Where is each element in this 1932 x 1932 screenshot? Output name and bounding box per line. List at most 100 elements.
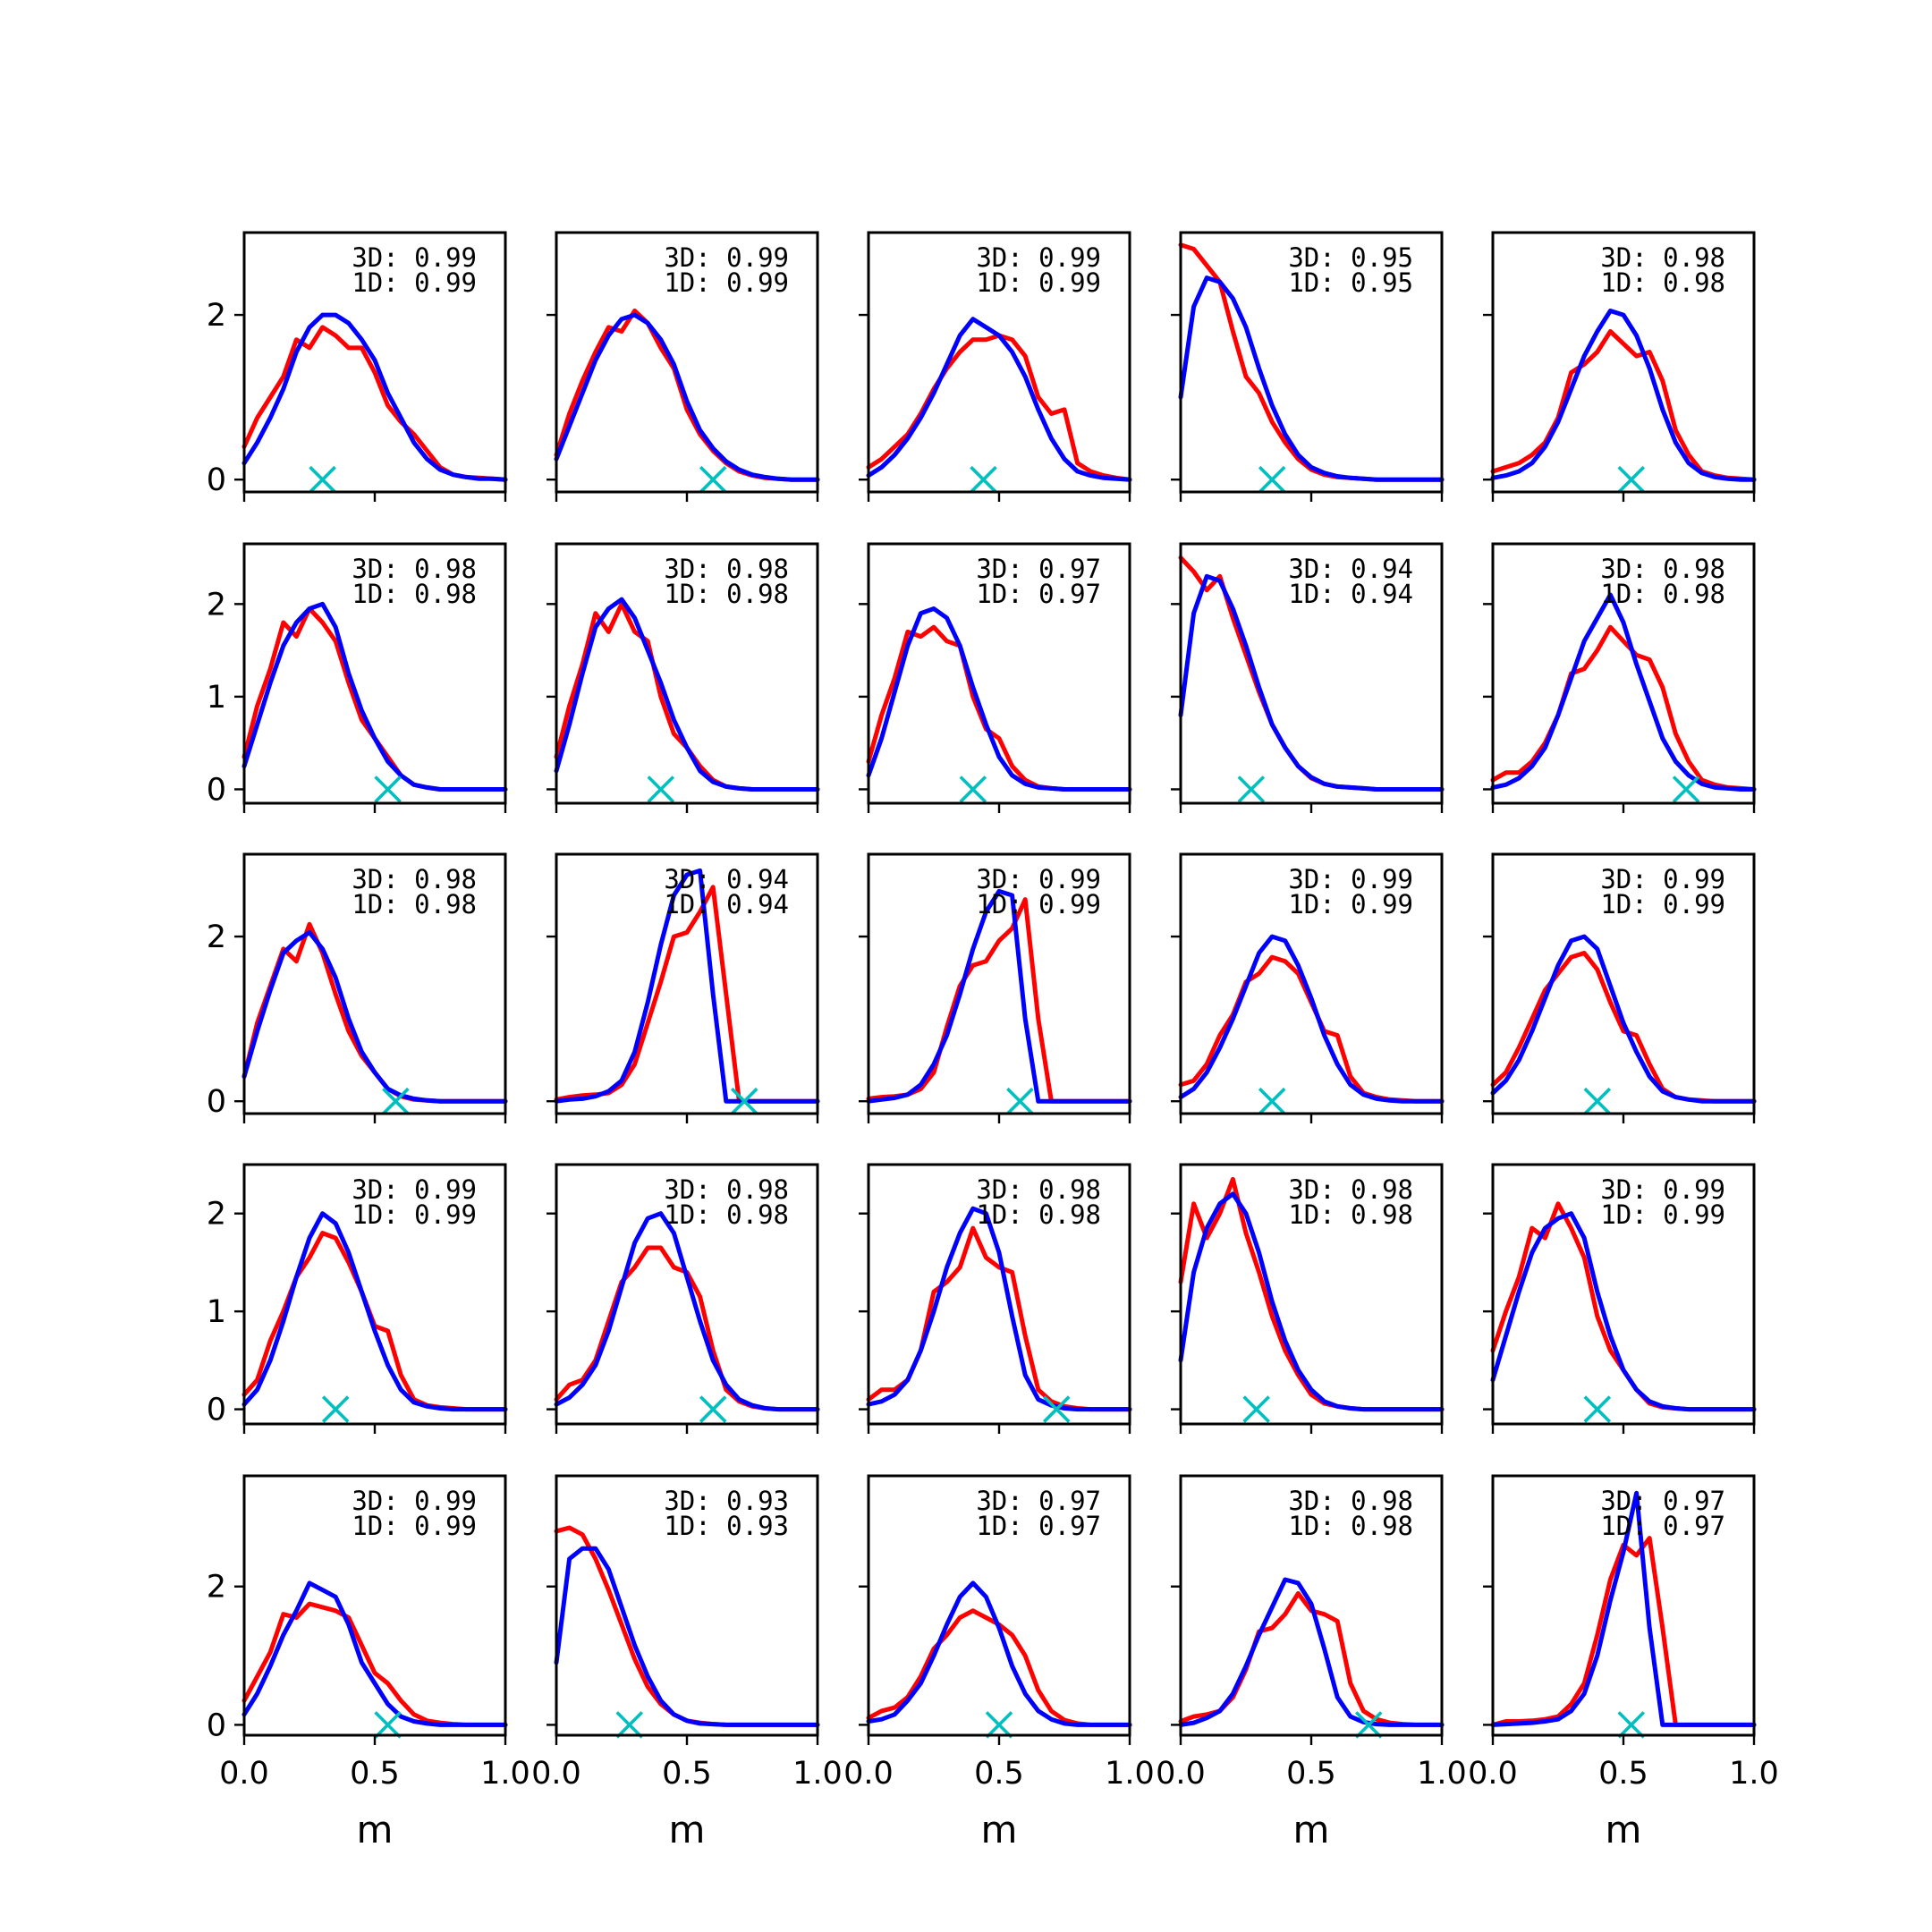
marker-cross-stroke xyxy=(615,1711,644,1739)
series-1d-line xyxy=(866,317,1132,482)
series-1d-line xyxy=(1490,934,1757,1104)
series-1d-line xyxy=(242,1211,508,1412)
x-tick-label: 0.5 xyxy=(1598,1756,1648,1792)
annotation-1d: 1D: 0.94 xyxy=(1288,579,1413,609)
annotation-1d: 1D: 0.99 xyxy=(352,267,477,298)
marker-cross-stroke xyxy=(1258,465,1286,494)
annotation-3d: 3D: 0.98 xyxy=(1600,242,1725,273)
annotation-3d: 3D: 0.98 xyxy=(1600,554,1725,584)
series-3d-line xyxy=(1490,624,1757,792)
annotation-1d: 1D: 0.93 xyxy=(664,1511,789,1541)
marker-cross-stroke xyxy=(309,465,336,494)
annotation-1d: 1D: 0.98 xyxy=(976,1199,1101,1230)
annotation-1d: 1D: 0.99 xyxy=(976,889,1101,919)
marker-cross-stroke xyxy=(985,1711,1013,1739)
x-tick-label: 0.5 xyxy=(1286,1756,1336,1792)
x-tick-label: 0.0 xyxy=(531,1756,581,1792)
y-tick-label: 0 xyxy=(207,462,226,498)
annotation-1d: 1D: 0.99 xyxy=(1600,1199,1725,1230)
annotation-3d: 3D: 0.98 xyxy=(976,1174,1101,1205)
y-tick-label: 2 xyxy=(207,1197,226,1233)
annotation-3d: 3D: 0.99 xyxy=(976,242,1101,273)
series-1d-line xyxy=(1490,1211,1757,1412)
series-1d-line xyxy=(1178,1191,1445,1412)
marker-cross-stroke xyxy=(1617,465,1646,494)
marker-cross-stroke xyxy=(647,775,675,803)
annotation-1d: 1D: 0.98 xyxy=(1288,1511,1413,1541)
annotation-1d: 1D: 0.98 xyxy=(1600,579,1725,609)
annotation-3d: 3D: 0.97 xyxy=(1600,1486,1725,1516)
series-1d-line xyxy=(242,1580,508,1727)
series-1d-line xyxy=(554,1211,820,1412)
series-1d-line xyxy=(242,601,508,792)
annotation-3d: 3D: 0.94 xyxy=(1288,554,1413,584)
y-tick-label: 2 xyxy=(207,919,226,955)
annotation-3d: 3D: 0.98 xyxy=(1288,1486,1413,1516)
series-3d-line xyxy=(1490,1536,1757,1727)
x-axis-label: m xyxy=(669,1808,706,1852)
marker-cross-stroke xyxy=(1242,1395,1270,1423)
annotation-3d: 3D: 0.95 xyxy=(1288,242,1413,273)
series-3d-line xyxy=(1490,329,1757,482)
x-tick-label: 0.5 xyxy=(350,1756,400,1792)
marker-cross-stroke xyxy=(1583,1087,1612,1115)
x-tick-label: 0.0 xyxy=(1156,1756,1206,1792)
y-tick-label: 0 xyxy=(207,772,226,808)
annotation-3d: 3D: 0.99 xyxy=(976,864,1101,894)
marker-cross-stroke xyxy=(1354,1711,1383,1739)
annotation-3d: 3D: 0.97 xyxy=(976,1486,1101,1516)
x-tick-label: 0.5 xyxy=(662,1756,712,1792)
marker-cross-stroke xyxy=(382,1087,410,1115)
series-1d-line xyxy=(866,606,1132,792)
marker-cross-stroke xyxy=(1617,1711,1646,1739)
series-3d-line xyxy=(866,333,1132,482)
series-3d-line xyxy=(554,1525,820,1727)
annotation-1d: 1D: 0.99 xyxy=(352,1199,477,1230)
x-tick-label: 1.0 xyxy=(1729,1756,1779,1792)
series-1d-line xyxy=(1490,309,1757,482)
marker-cross-stroke xyxy=(1237,775,1266,803)
x-axis-label: m xyxy=(1293,1808,1330,1852)
annotation-3d: 3D: 0.94 xyxy=(664,864,789,894)
annotation-1d: 1D: 0.97 xyxy=(976,1511,1101,1541)
annotation-3d: 3D: 0.99 xyxy=(352,242,477,273)
y-tick-label: 1 xyxy=(207,1294,226,1330)
x-tick-label: 0.0 xyxy=(1468,1756,1518,1792)
series-1d-line xyxy=(1178,573,1445,792)
series-1d-line xyxy=(242,930,508,1104)
series-3d-line xyxy=(1490,1201,1757,1412)
series-1d-line xyxy=(1490,1490,1757,1727)
annotation-1d: 1D: 0.98 xyxy=(1600,267,1725,298)
series-1d-line xyxy=(1178,1577,1445,1727)
annotation-1d: 1D: 0.98 xyxy=(1288,1199,1413,1230)
annotation-3d: 3D: 0.97 xyxy=(976,554,1101,584)
series-1d-line xyxy=(1178,934,1445,1104)
series-1d-line xyxy=(866,1580,1132,1727)
marker-cross-stroke xyxy=(1006,1087,1034,1115)
annotation-3d: 3D: 0.99 xyxy=(352,1174,477,1205)
marker-cross-stroke xyxy=(1042,1395,1071,1423)
annotation-3d: 3D: 0.98 xyxy=(352,864,477,894)
y-tick-label: 2 xyxy=(207,587,226,623)
annotation-1d: 1D: 0.99 xyxy=(352,1511,477,1541)
series-1d-line xyxy=(1490,592,1757,792)
annotation-1d: 1D: 0.98 xyxy=(664,579,789,609)
marker-cross-stroke xyxy=(321,1395,350,1423)
y-tick-label: 2 xyxy=(207,298,226,334)
series-1d-line xyxy=(554,1546,820,1727)
annotation-1d: 1D: 0.94 xyxy=(664,889,789,919)
series-3d-line xyxy=(866,897,1132,1104)
series-1d-line xyxy=(554,312,820,482)
series-3d-line xyxy=(242,325,508,482)
marker-cross-stroke xyxy=(959,775,987,803)
marker-cross-stroke xyxy=(374,775,402,803)
series-1d-line xyxy=(554,597,820,792)
marker-cross-stroke xyxy=(699,465,727,494)
marker-cross-stroke xyxy=(1258,1087,1286,1115)
series-1d-line xyxy=(866,1206,1132,1412)
marker-cross-stroke xyxy=(970,465,997,494)
series-3d-line xyxy=(1178,1591,1445,1727)
x-tick-label: 1.0 xyxy=(1417,1756,1467,1792)
marker-cross-stroke xyxy=(699,1395,727,1423)
